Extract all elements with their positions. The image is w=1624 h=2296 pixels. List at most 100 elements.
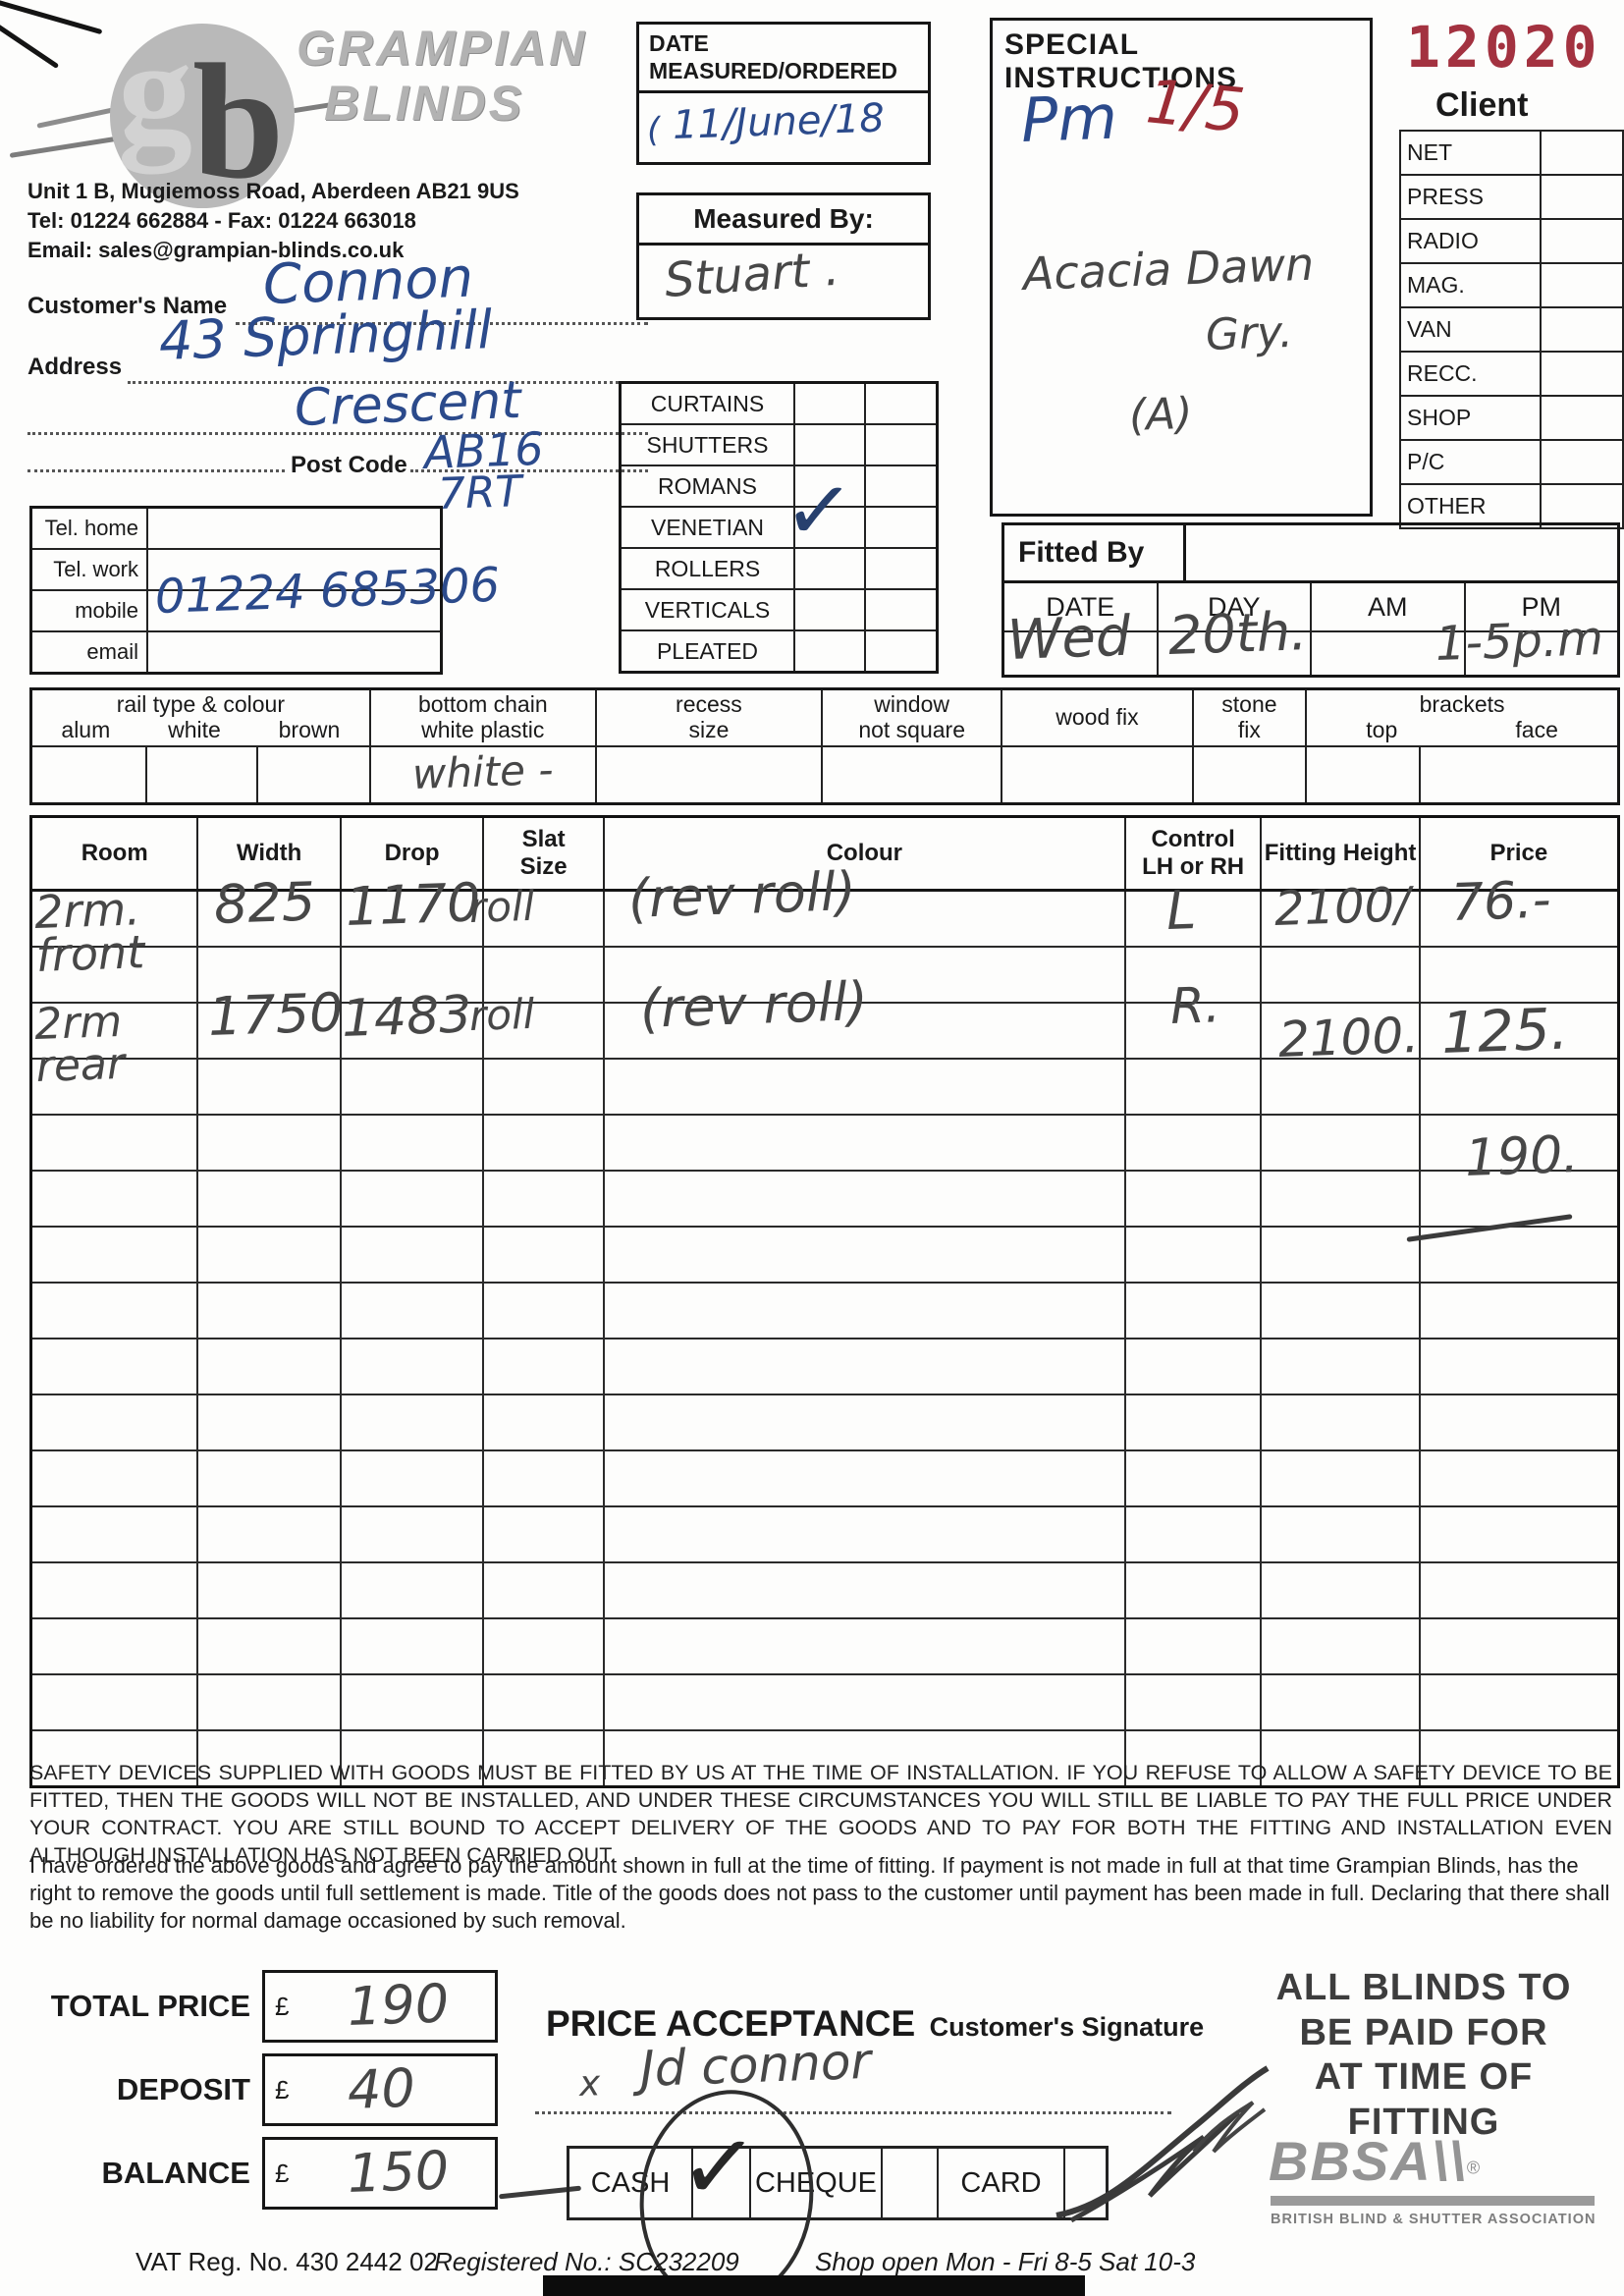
- order-cell: [32, 1451, 199, 1505]
- order-header-cell: Fitting Height: [1262, 818, 1421, 889]
- order-cell: [1126, 1395, 1263, 1449]
- order-row: [32, 1507, 1617, 1563]
- phone-label: Tel. work: [32, 550, 148, 589]
- phone-row: mobile: [32, 591, 440, 632]
- currency-symbol: £: [275, 1991, 290, 2021]
- order-cell: [605, 1339, 1126, 1394]
- stone-fix-header: stone fix: [1194, 690, 1308, 745]
- date-measured-box: DATE MEASURED/ORDERED ( 11/June/18: [636, 22, 931, 165]
- total-label: BALANCE: [101, 2156, 250, 2190]
- order-cell: [1262, 1004, 1421, 1058]
- company-address: Unit 1 B, Mugiemoss Road, Aberdeen AB21 …: [27, 179, 519, 203]
- customer-address-value1: 43 Springhill: [157, 299, 494, 372]
- rail-option-alum: alum: [61, 717, 111, 742]
- row1-fitting-height: 2100/: [1273, 877, 1412, 937]
- measured-by-value-area: Stuart .: [639, 242, 928, 317]
- product-extra-cell: [866, 590, 936, 629]
- rail-value-row: white -: [32, 745, 1617, 802]
- paid-notice-line4: FITTING: [1347, 2101, 1500, 2143]
- client-checkbox: [1542, 397, 1622, 439]
- order-cell: [1421, 1507, 1617, 1561]
- product-row: CURTAINS: [622, 384, 936, 425]
- order-cell: [605, 1731, 1126, 1785]
- payment-check-mark: ✓: [676, 2109, 763, 2225]
- product-table: CURTAINS SHUTTERS ROMANS VENETIAN ROLLERS VER…: [619, 381, 939, 674]
- order-cell: [198, 1619, 342, 1673]
- client-row: VAN: [1401, 308, 1622, 353]
- order-cell: [198, 892, 342, 946]
- special-pm-note: Pm: [1019, 81, 1119, 156]
- order-header-cell: Price: [1489, 840, 1548, 867]
- client-label: SHOP: [1401, 397, 1542, 439]
- bbsa-caption: BRITISH BLIND & SHUTTER ASSOCIATION: [1271, 2212, 1597, 2227]
- total-label: DEPOSIT: [116, 2072, 250, 2106]
- order-cell: [1262, 1339, 1421, 1394]
- product-row: ROMANS: [622, 466, 936, 508]
- rail-header-row: rail type & colour alum white brown bott…: [32, 690, 1617, 745]
- wood-fix-cell: [1002, 747, 1194, 802]
- order-cell: [1126, 1228, 1263, 1282]
- order-cell: [484, 1004, 605, 1058]
- order-cell: [1421, 1339, 1617, 1394]
- row1-price: 76.-: [1449, 870, 1552, 933]
- paid-notice: ALL BLINDS TO BE PAID FOR AT TIME OF FIT…: [1229, 1966, 1618, 2145]
- fitted-value-cell: [1004, 632, 1159, 675]
- company-logo: [110, 24, 295, 208]
- stone-line1: stone: [1221, 691, 1277, 718]
- row1-width: 825: [212, 870, 317, 936]
- client-row: PRESS: [1401, 176, 1622, 220]
- order-cell: [1262, 1172, 1421, 1226]
- rollers-check-mark: ✓: [780, 460, 858, 563]
- order-cell: [198, 1228, 342, 1282]
- special-note-line2: Gry.: [1205, 306, 1294, 360]
- order-cell: [32, 892, 199, 946]
- registered-number: Registered No.: SC232209: [434, 2247, 739, 2276]
- order-cell: [198, 1339, 342, 1394]
- client-checkbox: [1542, 132, 1622, 174]
- phone-value-cell: [148, 509, 440, 548]
- bbsa-logo: BBSA\\®: [1269, 2129, 1480, 2193]
- window-not-square-cell: [823, 747, 1003, 802]
- product-extra-cell: [866, 549, 936, 588]
- special-fraction-note: 1/5: [1143, 65, 1249, 147]
- order-cell: [484, 948, 605, 1002]
- client-checkbox: [1542, 353, 1622, 395]
- product-checkbox: [795, 425, 866, 465]
- product-label: VENETIAN: [622, 508, 795, 547]
- order-cell: [342, 1675, 485, 1729]
- postcode-line-right: [410, 442, 648, 472]
- order-cell: [1262, 1675, 1421, 1729]
- row1-room: 2rm. front: [33, 882, 146, 982]
- rail-type-title: rail type & colour: [116, 691, 286, 718]
- order-cell: [1126, 948, 1263, 1002]
- payment-checkbox: [883, 2149, 939, 2217]
- order-cell: [198, 1004, 342, 1058]
- order-cell: [342, 1116, 485, 1170]
- order-row: [32, 1060, 1617, 1116]
- order-cell: [198, 1563, 342, 1617]
- row1-colour: (rev roll): [626, 859, 857, 930]
- row1-drop: 1170: [344, 871, 482, 938]
- order-row: [32, 948, 1617, 1004]
- rail-option-brown: brown: [278, 717, 341, 742]
- bottom-chain-header: bottom chain white plastic: [371, 690, 597, 745]
- order-cell: [484, 1619, 605, 1673]
- client-row: P/C: [1401, 441, 1622, 485]
- bbsa-registered-mark: ®: [1466, 2158, 1481, 2178]
- order-cell: [605, 1172, 1126, 1226]
- stone-fix-cell: [1194, 747, 1308, 802]
- currency-symbol: £: [275, 2158, 290, 2188]
- rail-brown-cell: [258, 747, 371, 802]
- client-row: OTHER: [1401, 485, 1622, 527]
- product-extra-cell: [866, 508, 936, 547]
- order-cell: [1421, 1451, 1617, 1505]
- payment-checkbox: [693, 2149, 751, 2217]
- client-checkbox: [1542, 176, 1622, 218]
- order-cell: [484, 1395, 605, 1449]
- order-row: [32, 1395, 1617, 1451]
- phone-row: email: [32, 632, 440, 672]
- order-cell: [32, 1507, 199, 1561]
- product-label: CURTAINS: [622, 384, 795, 423]
- order-cell: [1126, 1339, 1263, 1394]
- order-cell: [1262, 1284, 1421, 1338]
